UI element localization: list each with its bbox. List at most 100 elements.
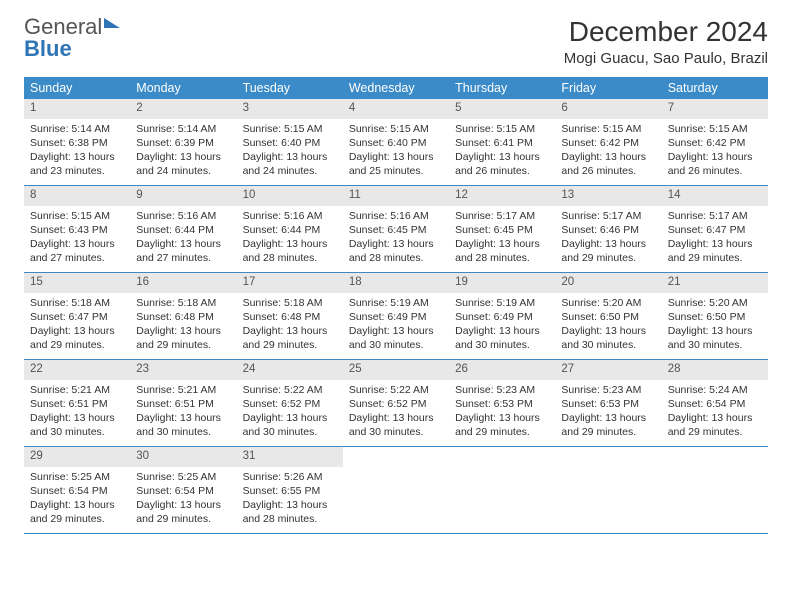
logo-word2: Blue (24, 36, 72, 61)
daylight-text-2: and 29 minutes. (668, 425, 762, 439)
daylight-text-2: and 29 minutes. (30, 512, 124, 526)
day-number: 9 (130, 186, 236, 206)
day-number: 31 (237, 447, 343, 467)
day-cell: 17Sunrise: 5:18 AMSunset: 6:48 PMDayligh… (237, 273, 343, 359)
sunrise-text: Sunrise: 5:19 AM (349, 296, 443, 310)
daylight-text-2: and 30 minutes. (349, 338, 443, 352)
day-cell: 8Sunrise: 5:15 AMSunset: 6:43 PMDaylight… (24, 186, 130, 272)
day-number: 12 (449, 186, 555, 206)
day-cell: 12Sunrise: 5:17 AMSunset: 6:45 PMDayligh… (449, 186, 555, 272)
day-cell: 6Sunrise: 5:15 AMSunset: 6:42 PMDaylight… (555, 99, 661, 185)
daylight-text-1: Daylight: 13 hours (30, 237, 124, 251)
day-body: Sunrise: 5:15 AMSunset: 6:41 PMDaylight:… (449, 119, 555, 185)
daylight-text-2: and 30 minutes. (455, 338, 549, 352)
daylight-text-2: and 23 minutes. (30, 164, 124, 178)
day-cell: 15Sunrise: 5:18 AMSunset: 6:47 PMDayligh… (24, 273, 130, 359)
daylight-text-2: and 30 minutes. (30, 425, 124, 439)
sunset-text: Sunset: 6:50 PM (668, 310, 762, 324)
logo: General Blue (24, 16, 120, 60)
day-cell: 21Sunrise: 5:20 AMSunset: 6:50 PMDayligh… (662, 273, 768, 359)
day-body: Sunrise: 5:15 AMSunset: 6:40 PMDaylight:… (237, 119, 343, 185)
day-cell: 23Sunrise: 5:21 AMSunset: 6:51 PMDayligh… (130, 360, 236, 446)
sunset-text: Sunset: 6:44 PM (243, 223, 337, 237)
sunrise-text: Sunrise: 5:25 AM (30, 470, 124, 484)
daylight-text-2: and 30 minutes. (561, 338, 655, 352)
daylight-text-2: and 30 minutes. (136, 425, 230, 439)
day-number: 23 (130, 360, 236, 380)
day-body: Sunrise: 5:17 AMSunset: 6:45 PMDaylight:… (449, 206, 555, 272)
day-cell: 30Sunrise: 5:25 AMSunset: 6:54 PMDayligh… (130, 447, 236, 533)
day-number: 28 (662, 360, 768, 380)
sunset-text: Sunset: 6:49 PM (349, 310, 443, 324)
daylight-text-1: Daylight: 13 hours (668, 150, 762, 164)
daylight-text-2: and 28 minutes. (243, 251, 337, 265)
day-cell: 29Sunrise: 5:25 AMSunset: 6:54 PMDayligh… (24, 447, 130, 533)
day-number: 19 (449, 273, 555, 293)
sunset-text: Sunset: 6:44 PM (136, 223, 230, 237)
daylight-text-1: Daylight: 13 hours (243, 498, 337, 512)
day-cell: 31Sunrise: 5:26 AMSunset: 6:55 PMDayligh… (237, 447, 343, 533)
daylight-text-1: Daylight: 13 hours (561, 324, 655, 338)
day-body: Sunrise: 5:18 AMSunset: 6:47 PMDaylight:… (24, 293, 130, 359)
day-cell: 28Sunrise: 5:24 AMSunset: 6:54 PMDayligh… (662, 360, 768, 446)
day-cell-empty (555, 447, 661, 533)
week-row: 22Sunrise: 5:21 AMSunset: 6:51 PMDayligh… (24, 360, 768, 447)
sunrise-text: Sunrise: 5:22 AM (243, 383, 337, 397)
daylight-text-1: Daylight: 13 hours (349, 237, 443, 251)
daylight-text-1: Daylight: 13 hours (136, 150, 230, 164)
day-number: 29 (24, 447, 130, 467)
calendar: SundayMondayTuesdayWednesdayThursdayFrid… (24, 77, 768, 534)
day-number: 16 (130, 273, 236, 293)
sunrise-text: Sunrise: 5:16 AM (243, 209, 337, 223)
daylight-text-2: and 26 minutes. (561, 164, 655, 178)
sunset-text: Sunset: 6:40 PM (243, 136, 337, 150)
sunset-text: Sunset: 6:48 PM (136, 310, 230, 324)
day-number: 1 (24, 99, 130, 119)
sunrise-text: Sunrise: 5:23 AM (455, 383, 549, 397)
day-body: Sunrise: 5:15 AMSunset: 6:43 PMDaylight:… (24, 206, 130, 272)
daylight-text-1: Daylight: 13 hours (136, 324, 230, 338)
daylight-text-2: and 29 minutes. (455, 425, 549, 439)
day-number: 20 (555, 273, 661, 293)
sunrise-text: Sunrise: 5:16 AM (349, 209, 443, 223)
day-number: 21 (662, 273, 768, 293)
sunset-text: Sunset: 6:47 PM (30, 310, 124, 324)
day-body: Sunrise: 5:21 AMSunset: 6:51 PMDaylight:… (24, 380, 130, 446)
week-row: 1Sunrise: 5:14 AMSunset: 6:38 PMDaylight… (24, 99, 768, 186)
daylight-text-1: Daylight: 13 hours (136, 498, 230, 512)
sunrise-text: Sunrise: 5:15 AM (455, 122, 549, 136)
daylight-text-2: and 26 minutes. (455, 164, 549, 178)
sunrise-text: Sunrise: 5:25 AM (136, 470, 230, 484)
day-cell: 5Sunrise: 5:15 AMSunset: 6:41 PMDaylight… (449, 99, 555, 185)
daylight-text-2: and 29 minutes. (30, 338, 124, 352)
day-number: 25 (343, 360, 449, 380)
day-body: Sunrise: 5:19 AMSunset: 6:49 PMDaylight:… (343, 293, 449, 359)
sunset-text: Sunset: 6:40 PM (349, 136, 443, 150)
daylight-text-1: Daylight: 13 hours (30, 150, 124, 164)
daylight-text-1: Daylight: 13 hours (349, 150, 443, 164)
day-number: 2 (130, 99, 236, 119)
day-body: Sunrise: 5:14 AMSunset: 6:39 PMDaylight:… (130, 119, 236, 185)
weekday-header-cell: Thursday (449, 77, 555, 99)
day-cell: 9Sunrise: 5:16 AMSunset: 6:44 PMDaylight… (130, 186, 236, 272)
sunset-text: Sunset: 6:48 PM (243, 310, 337, 324)
day-cell: 26Sunrise: 5:23 AMSunset: 6:53 PMDayligh… (449, 360, 555, 446)
sunrise-text: Sunrise: 5:26 AM (243, 470, 337, 484)
sunrise-text: Sunrise: 5:15 AM (30, 209, 124, 223)
daylight-text-2: and 28 minutes. (243, 512, 337, 526)
daylight-text-1: Daylight: 13 hours (136, 411, 230, 425)
day-body: Sunrise: 5:17 AMSunset: 6:47 PMDaylight:… (662, 206, 768, 272)
day-cell: 11Sunrise: 5:16 AMSunset: 6:45 PMDayligh… (343, 186, 449, 272)
daylight-text-2: and 29 minutes. (136, 512, 230, 526)
daylight-text-2: and 30 minutes. (243, 425, 337, 439)
day-cell: 16Sunrise: 5:18 AMSunset: 6:48 PMDayligh… (130, 273, 236, 359)
daylight-text-1: Daylight: 13 hours (136, 237, 230, 251)
day-number: 10 (237, 186, 343, 206)
daylight-text-2: and 30 minutes. (349, 425, 443, 439)
day-body: Sunrise: 5:15 AMSunset: 6:40 PMDaylight:… (343, 119, 449, 185)
sunset-text: Sunset: 6:52 PM (243, 397, 337, 411)
day-body: Sunrise: 5:23 AMSunset: 6:53 PMDaylight:… (449, 380, 555, 446)
weekday-header-cell: Friday (555, 77, 661, 99)
sunset-text: Sunset: 6:45 PM (455, 223, 549, 237)
day-cell: 10Sunrise: 5:16 AMSunset: 6:44 PMDayligh… (237, 186, 343, 272)
